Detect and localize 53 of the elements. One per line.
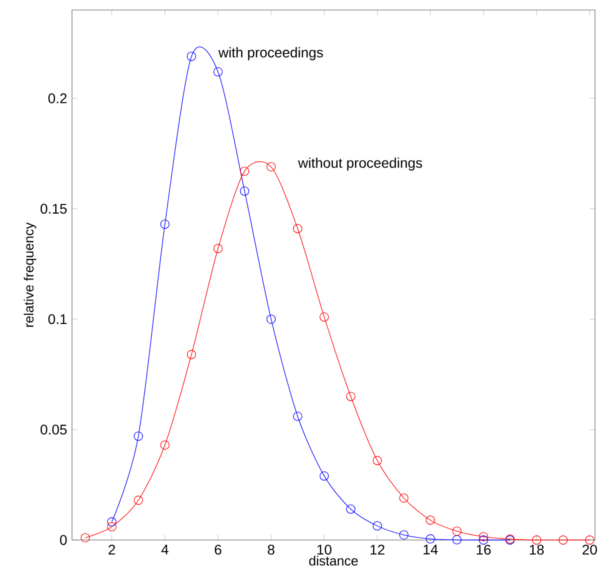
- y-axis-title: relative frequency: [24, 222, 36, 327]
- point: [213, 244, 223, 254]
- point: [558, 535, 568, 545]
- x-tick-label: 16: [476, 544, 491, 555]
- x-axis-title: distance: [309, 556, 358, 566]
- point: [186, 350, 196, 360]
- x-tick-label: 6: [214, 544, 222, 555]
- point: [426, 534, 436, 544]
- point: [372, 456, 382, 466]
- x-tick-label: 12: [370, 544, 384, 554]
- point: [266, 314, 276, 324]
- point: [134, 432, 143, 441]
- point: [320, 471, 329, 481]
- point: [478, 535, 488, 545]
- point: [240, 166, 250, 176]
- point: [293, 412, 302, 421]
- x-tick-label: 20: [582, 544, 597, 555]
- point: [452, 535, 462, 544]
- x-tick-label: 4: [161, 544, 168, 554]
- x-tick-label: 14: [424, 544, 438, 554]
- x-tick-label: 8: [268, 544, 274, 555]
- point: [266, 162, 276, 172]
- point: [399, 530, 408, 540]
- point: [186, 52, 196, 61]
- point: [399, 493, 408, 503]
- x-tick-label: 10: [317, 544, 332, 555]
- point: [320, 312, 329, 322]
- point: [585, 535, 594, 545]
- point: [293, 224, 302, 234]
- point: [107, 517, 116, 526]
- point: [426, 516, 436, 525]
- point: [452, 526, 462, 536]
- x-tick-label: 2: [108, 544, 115, 554]
- point: [107, 522, 116, 532]
- series-label: with proceedings: [218, 47, 323, 60]
- point: [80, 533, 90, 542]
- point: [240, 186, 250, 196]
- y-tick-label: 0: [60, 535, 67, 545]
- x-tick-label: 18: [530, 544, 544, 555]
- y-tick-label: 0.1: [48, 314, 67, 324]
- point: [213, 67, 223, 76]
- point: [532, 535, 542, 545]
- y-tick-label: 0.15: [40, 204, 67, 214]
- point: [346, 392, 356, 402]
- point: [160, 220, 170, 229]
- y-tick-label: 0.2: [48, 93, 67, 104]
- point: [372, 521, 382, 530]
- series-label: without proceedings: [298, 158, 422, 171]
- point: [478, 532, 488, 542]
- point: [346, 504, 356, 514]
- point: [134, 496, 143, 505]
- point: [160, 440, 170, 450]
- y-tick-label: 0.05: [40, 424, 67, 435]
